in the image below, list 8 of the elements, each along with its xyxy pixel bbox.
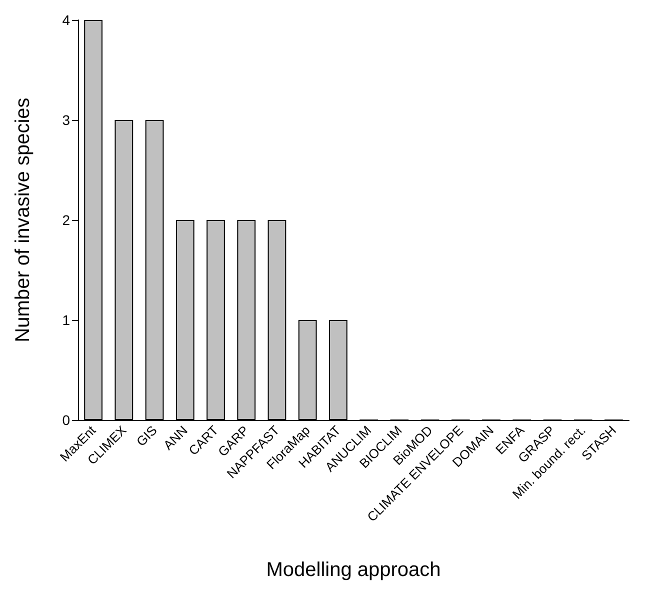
y-tick-label: 0: [62, 412, 70, 428]
x-axis-title: Modelling approach: [266, 559, 441, 581]
y-tick-label: 2: [62, 212, 70, 228]
y-tick-label: 4: [62, 12, 70, 28]
y-tick-label: 1: [62, 312, 70, 328]
x-tick-label: GIS: [133, 422, 160, 450]
y-tick-label: 3: [62, 112, 70, 128]
y-axis-title: Number of invasive species: [12, 98, 34, 342]
